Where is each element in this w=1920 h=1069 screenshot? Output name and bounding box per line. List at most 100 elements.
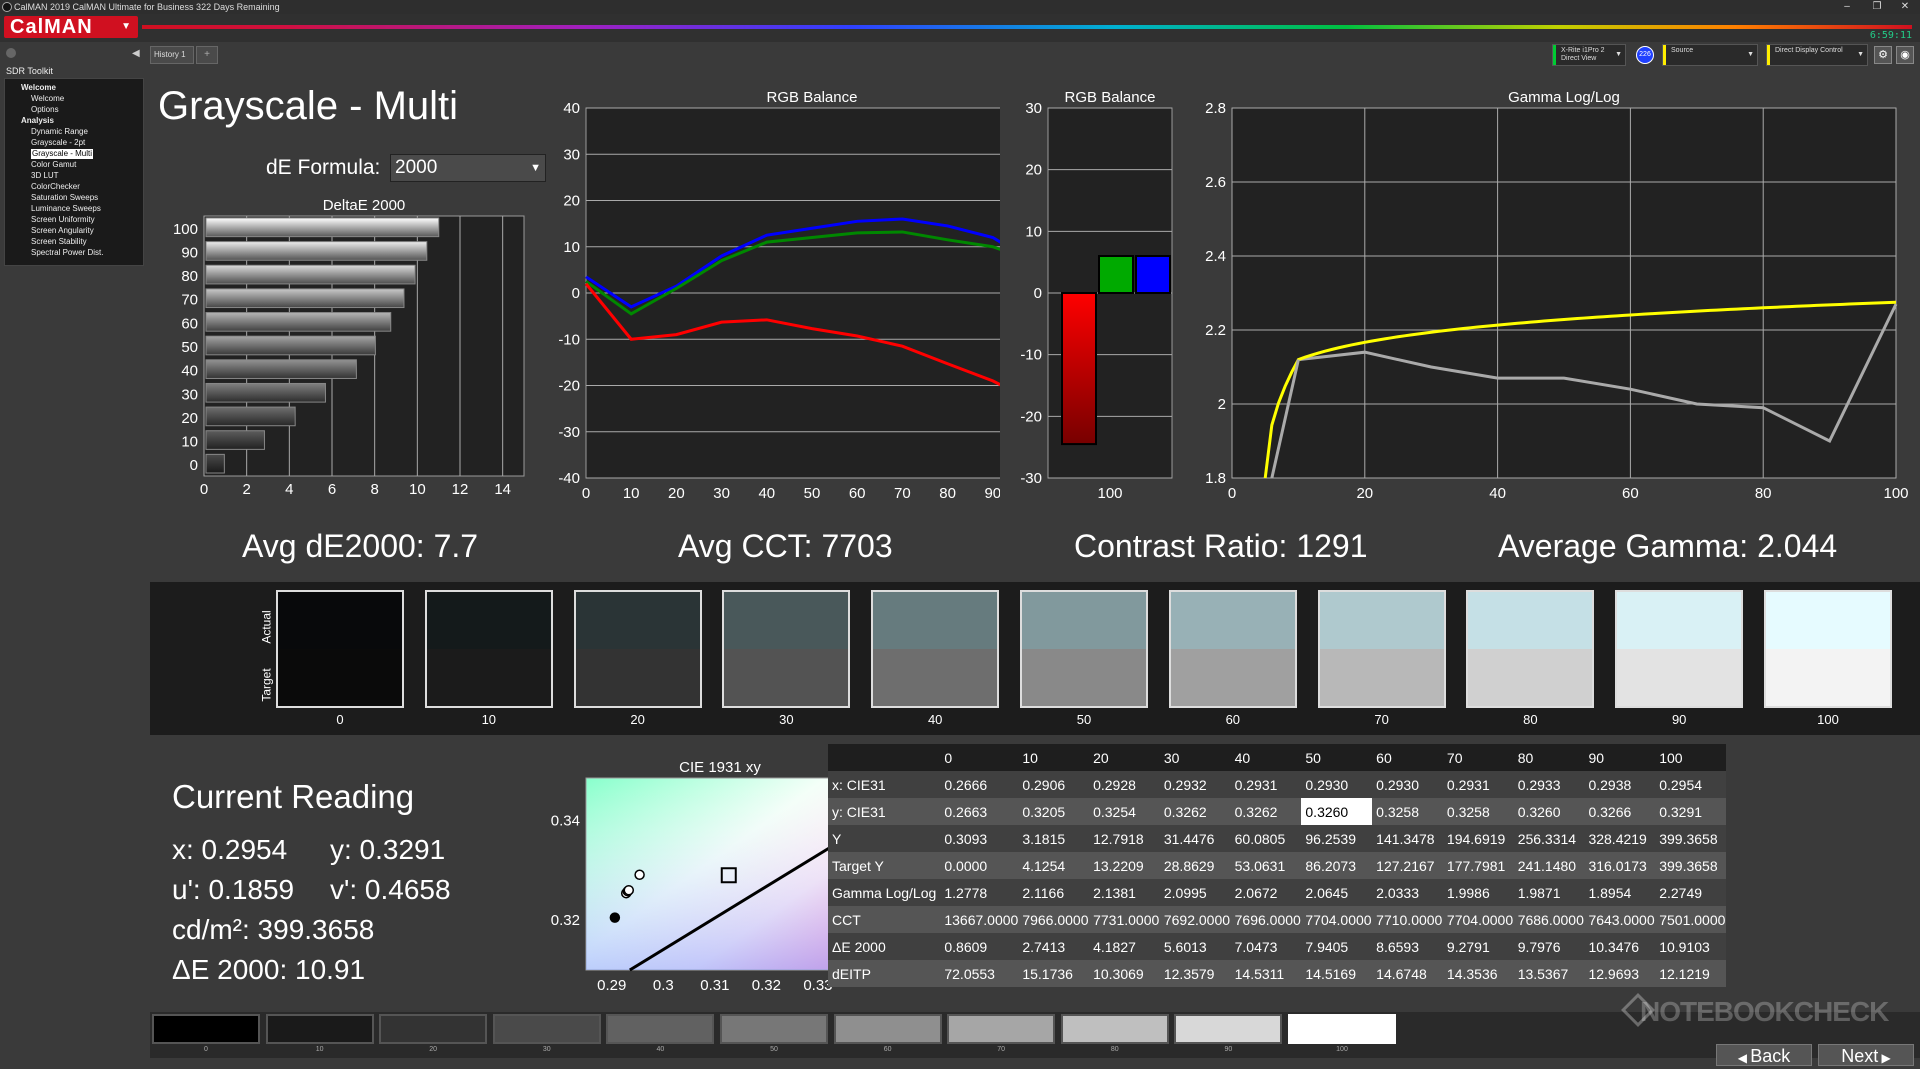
table-cell[interactable]: 14.5311 bbox=[1230, 960, 1302, 987]
table-cell[interactable]: 0.3205 bbox=[1018, 798, 1090, 825]
table-cell[interactable]: 12.3579 bbox=[1159, 960, 1231, 987]
table-cell[interactable]: 0.3260 bbox=[1301, 798, 1373, 825]
sidebar-item[interactable]: Dynamic Range bbox=[31, 127, 88, 136]
table-cell[interactable]: 141.3478 bbox=[1372, 825, 1443, 852]
sidebar-item[interactable]: Options bbox=[31, 105, 59, 114]
table-cell[interactable]: 0.0000 bbox=[940, 852, 1019, 879]
table-cell[interactable]: 0.2932 bbox=[1159, 771, 1231, 798]
de-formula-select[interactable]: 2000 ▼ bbox=[390, 154, 546, 182]
table-cell[interactable]: 4.1827 bbox=[1089, 933, 1160, 960]
table-cell[interactable]: 15.1736 bbox=[1018, 960, 1090, 987]
table-cell[interactable]: 7696.0000 bbox=[1230, 906, 1302, 933]
table-cell[interactable]: 14.5169 bbox=[1301, 960, 1373, 987]
table-cell[interactable]: 1.8954 bbox=[1584, 879, 1656, 906]
table-cell[interactable]: 9.7976 bbox=[1513, 933, 1585, 960]
table-cell[interactable]: 0.2906 bbox=[1018, 771, 1090, 798]
calman-logo-menu[interactable]: CalMAN ▼ bbox=[4, 16, 138, 38]
step-patch[interactable] bbox=[379, 1014, 488, 1044]
table-cell[interactable]: 0.3254 bbox=[1089, 798, 1160, 825]
table-cell[interactable]: 7692.0000 bbox=[1159, 906, 1231, 933]
sidebar-item[interactable]: Screen Angularity bbox=[31, 226, 94, 235]
table-cell[interactable]: 7501.0000 bbox=[1655, 906, 1726, 933]
table-cell[interactable]: 10.3069 bbox=[1089, 960, 1160, 987]
step-patch[interactable] bbox=[1060, 1014, 1169, 1044]
table-cell[interactable]: 7.0473 bbox=[1230, 933, 1302, 960]
row-label[interactable]: Gamma Log/Log bbox=[828, 879, 941, 906]
table-cell[interactable]: 0.2666 bbox=[940, 771, 1019, 798]
table-cell[interactable]: 2.0645 bbox=[1301, 879, 1373, 906]
color-swatch[interactable] bbox=[424, 590, 553, 708]
table-cell[interactable]: 1.9986 bbox=[1442, 879, 1514, 906]
back-button[interactable]: ◀ Back bbox=[1716, 1044, 1812, 1066]
meter-badge[interactable]: 226 bbox=[1636, 46, 1654, 64]
table-cell[interactable]: 10.3476 bbox=[1584, 933, 1656, 960]
table-cell[interactable]: 53.0631 bbox=[1230, 852, 1302, 879]
table-cell[interactable]: 127.2167 bbox=[1372, 852, 1443, 879]
color-swatch[interactable] bbox=[1764, 590, 1892, 708]
color-swatch[interactable] bbox=[1317, 590, 1446, 708]
color-swatch[interactable] bbox=[1466, 590, 1595, 708]
table-cell[interactable]: 177.7981 bbox=[1442, 852, 1514, 879]
sidebar-item[interactable]: Welcome bbox=[31, 94, 65, 103]
table-cell[interactable]: 0.2928 bbox=[1089, 771, 1160, 798]
table-cell[interactable]: 7704.0000 bbox=[1442, 906, 1514, 933]
row-label[interactable]: ΔE 2000 bbox=[828, 933, 941, 960]
sidebar-item[interactable]: Saturation Sweeps bbox=[31, 193, 99, 202]
table-cell[interactable]: 2.0672 bbox=[1230, 879, 1302, 906]
sidebar-item[interactable]: ColorChecker bbox=[31, 182, 80, 191]
table-cell[interactable]: 60.0805 bbox=[1230, 825, 1302, 852]
step-patch[interactable] bbox=[1288, 1014, 1396, 1044]
table-cell[interactable]: 0.2938 bbox=[1584, 771, 1656, 798]
table-cell[interactable]: 0.3093 bbox=[940, 825, 1019, 852]
color-swatch[interactable] bbox=[276, 590, 404, 708]
table-cell[interactable]: 0.3258 bbox=[1372, 798, 1443, 825]
row-label[interactable]: Y bbox=[828, 825, 941, 852]
table-cell[interactable]: 399.3658 bbox=[1655, 852, 1726, 879]
sidebar-item[interactable]: Spectral Power Dist. bbox=[31, 248, 104, 257]
meter-selector[interactable]: X-Rite i1Pro 2 Direct View ▼ bbox=[1552, 44, 1626, 66]
step-patch[interactable] bbox=[720, 1014, 828, 1044]
table-cell[interactable]: 9.2791 bbox=[1442, 933, 1514, 960]
gear-icon[interactable]: ⚙ bbox=[1874, 46, 1892, 64]
display-selector[interactable]: Direct Display Control ▼ bbox=[1766, 44, 1868, 66]
sidebar-item[interactable]: Screen Uniformity bbox=[31, 215, 95, 224]
table-cell[interactable]: 2.1381 bbox=[1089, 879, 1160, 906]
sidebar-item[interactable]: 3D LUT bbox=[31, 171, 59, 180]
table-cell[interactable]: 13.2209 bbox=[1089, 852, 1160, 879]
table-cell[interactable]: 7.9405 bbox=[1301, 933, 1373, 960]
camera-icon[interactable]: ◉ bbox=[1896, 46, 1914, 64]
table-cell[interactable]: 0.8609 bbox=[940, 933, 1019, 960]
table-cell[interactable]: 12.7918 bbox=[1089, 825, 1160, 852]
color-swatch[interactable] bbox=[722, 590, 851, 708]
table-cell[interactable]: 7686.0000 bbox=[1513, 906, 1585, 933]
step-patch[interactable] bbox=[606, 1014, 715, 1044]
table-cell[interactable]: 0.2931 bbox=[1230, 771, 1302, 798]
sidebar-item[interactable]: Analysis bbox=[21, 116, 54, 125]
color-swatch[interactable] bbox=[1615, 590, 1744, 708]
table-cell[interactable]: 14.3536 bbox=[1442, 960, 1514, 987]
table-cell[interactable]: 28.8629 bbox=[1159, 852, 1231, 879]
table-cell[interactable]: 13667.0000 bbox=[940, 906, 1019, 933]
table-cell[interactable]: 256.3314 bbox=[1513, 825, 1585, 852]
color-swatch[interactable] bbox=[1168, 590, 1297, 708]
step-patch[interactable] bbox=[833, 1014, 942, 1044]
row-label[interactable]: y: CIE31 bbox=[828, 798, 941, 825]
table-cell[interactable]: 0.3260 bbox=[1513, 798, 1585, 825]
table-cell[interactable]: 96.2539 bbox=[1301, 825, 1373, 852]
table-cell[interactable]: 328.4219 bbox=[1584, 825, 1656, 852]
close-button[interactable]: ✕ bbox=[1900, 1, 1910, 12]
table-cell[interactable]: 14.6748 bbox=[1372, 960, 1443, 987]
table-cell[interactable]: 4.1254 bbox=[1018, 852, 1090, 879]
sidebar-item[interactable]: Color Gamut bbox=[31, 160, 77, 169]
table-cell[interactable]: 0.3262 bbox=[1159, 798, 1231, 825]
table-cell[interactable]: 72.0553 bbox=[940, 960, 1019, 987]
row-label[interactable]: Target Y bbox=[828, 852, 941, 879]
table-cell[interactable]: 0.3266 bbox=[1584, 798, 1656, 825]
tab-history-1[interactable]: History 1 bbox=[150, 46, 194, 64]
table-cell[interactable]: 241.1480 bbox=[1513, 852, 1585, 879]
table-cell[interactable]: 0.2954 bbox=[1655, 771, 1726, 798]
step-patch[interactable] bbox=[947, 1014, 1056, 1044]
table-cell[interactable]: 1.2778 bbox=[940, 879, 1019, 906]
table-cell[interactable]: 2.7413 bbox=[1018, 933, 1090, 960]
step-patch[interactable] bbox=[492, 1014, 601, 1044]
